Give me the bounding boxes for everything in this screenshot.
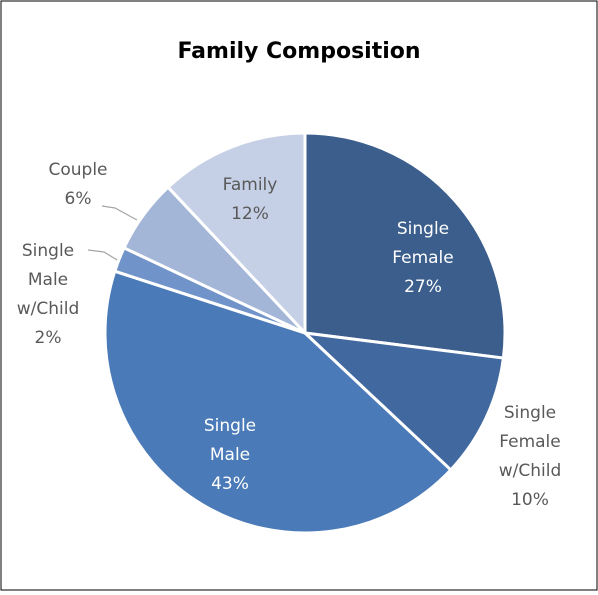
value-label: 6% — [65, 189, 92, 209]
category-label: Family — [223, 175, 278, 195]
value-label: 12% — [231, 204, 269, 224]
value-label: 10% — [511, 490, 549, 510]
data-label: Single Male 43% — [204, 416, 256, 494]
chart-title: Family Composition — [177, 39, 420, 64]
pie-slice — [303, 331, 505, 472]
leader-line — [87, 249, 123, 264]
pie-slice — [166, 131, 307, 335]
data-label: Single Female 27% — [392, 219, 453, 297]
pie-slice — [303, 131, 507, 360]
data-label: Single Female w/Child 10% — [499, 403, 562, 510]
category-label: Single Female w/Child — [499, 403, 562, 481]
value-label: 43% — [211, 474, 249, 494]
category-label: Single Male — [204, 416, 256, 465]
data-label: Family 12% — [223, 175, 278, 224]
category-label: Single Male w/Child — [17, 241, 80, 319]
data-label: Couple 6% — [48, 160, 107, 209]
category-label: Single Female — [392, 219, 453, 268]
category-label: Couple — [48, 160, 107, 180]
leader-line — [101, 205, 138, 221]
value-label: 27% — [404, 277, 442, 297]
value-label: 2% — [35, 328, 62, 348]
data-label: Single Male w/Child 2% — [17, 241, 80, 348]
pie-slice — [103, 269, 453, 535]
